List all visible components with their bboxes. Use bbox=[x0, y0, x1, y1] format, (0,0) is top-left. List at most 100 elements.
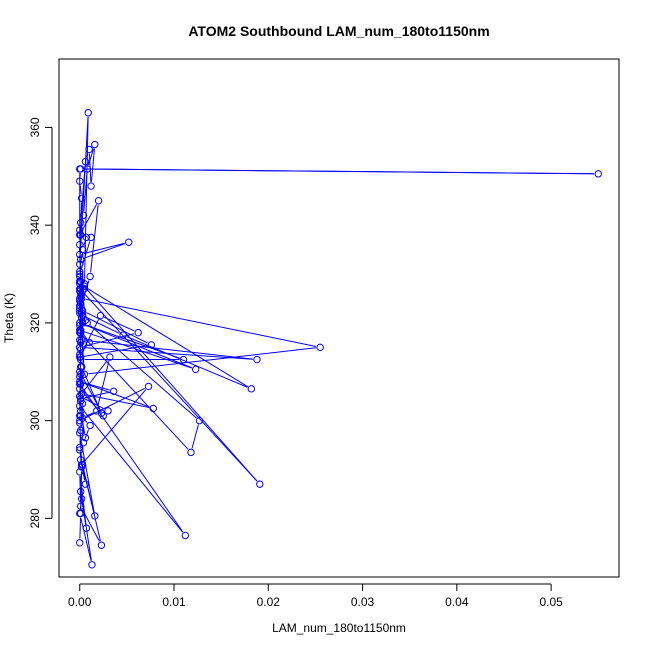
data-point bbox=[84, 109, 92, 117]
data-point bbox=[253, 355, 261, 364]
series-segment bbox=[83, 173, 88, 212]
data-point bbox=[79, 438, 88, 447]
data-point bbox=[179, 355, 188, 364]
y-tick-label: 320 bbox=[28, 313, 42, 333]
data-point bbox=[76, 443, 84, 452]
data-point bbox=[76, 280, 84, 288]
data-point bbox=[247, 385, 256, 393]
data-point bbox=[76, 446, 84, 454]
data-point bbox=[76, 539, 84, 547]
series-segment bbox=[83, 331, 192, 369]
x-tick-label: 0.02 bbox=[257, 595, 281, 609]
data-point bbox=[76, 255, 85, 264]
data-point bbox=[85, 145, 93, 154]
data-point bbox=[76, 380, 84, 388]
data-point bbox=[86, 272, 94, 281]
series-segment bbox=[83, 323, 180, 359]
data-point bbox=[256, 480, 264, 488]
data-point bbox=[78, 311, 87, 320]
data-point bbox=[76, 407, 85, 415]
data-point bbox=[76, 289, 85, 298]
x-tick-label: 0.00 bbox=[68, 595, 92, 609]
data-point bbox=[83, 165, 91, 173]
data-point bbox=[76, 226, 84, 234]
series-segment bbox=[86, 316, 120, 334]
data-point bbox=[76, 328, 84, 337]
series-segment bbox=[79, 517, 82, 539]
x-tick-label: 0.04 bbox=[445, 595, 469, 609]
series-segment bbox=[83, 387, 146, 420]
data-point bbox=[99, 412, 108, 420]
data-point bbox=[76, 297, 84, 305]
data-point bbox=[187, 448, 195, 457]
series-segment bbox=[79, 185, 82, 195]
data-point bbox=[76, 468, 84, 476]
data-point bbox=[81, 480, 90, 488]
data-point bbox=[78, 306, 87, 315]
data-point bbox=[195, 416, 204, 425]
series-segment bbox=[82, 408, 184, 533]
data-point bbox=[88, 561, 96, 569]
data-point bbox=[91, 140, 99, 149]
data-point bbox=[77, 363, 86, 371]
data-point bbox=[81, 434, 90, 442]
data-point bbox=[76, 416, 84, 425]
series-segment bbox=[83, 468, 101, 542]
series-segment bbox=[84, 243, 125, 259]
data-point bbox=[76, 487, 85, 496]
data-series bbox=[76, 109, 602, 569]
data-point bbox=[76, 267, 84, 276]
data-point bbox=[144, 382, 153, 391]
x-axis: 0.00 0.01 0.02 0.03 0.04 0.05 bbox=[68, 583, 563, 609]
series-segment bbox=[90, 148, 95, 182]
data-point bbox=[82, 233, 91, 242]
plot-frame bbox=[58, 58, 620, 578]
series-segment bbox=[85, 298, 317, 347]
series-segment bbox=[82, 291, 258, 482]
data-point bbox=[594, 170, 602, 178]
data-point bbox=[76, 319, 84, 327]
data-point bbox=[78, 460, 87, 469]
data-point bbox=[147, 341, 156, 349]
x-tick-label: 0.05 bbox=[539, 595, 563, 609]
series-segment bbox=[86, 153, 89, 158]
data-point bbox=[76, 412, 85, 420]
data-point bbox=[85, 338, 93, 347]
data-point bbox=[181, 531, 190, 540]
data-point bbox=[76, 272, 84, 281]
series-segment bbox=[126, 336, 248, 388]
data-point bbox=[76, 284, 84, 293]
y-axis-label: Theta (K) bbox=[2, 293, 16, 343]
y-tick-label: 360 bbox=[28, 117, 42, 137]
series-segment bbox=[83, 382, 110, 391]
data-point bbox=[77, 336, 86, 344]
series-segment bbox=[88, 347, 317, 375]
series-segment bbox=[82, 509, 100, 542]
series-segment bbox=[84, 116, 89, 283]
series-segment bbox=[83, 235, 88, 237]
data-point bbox=[316, 343, 324, 352]
series-segment bbox=[86, 312, 148, 344]
chart-title: ATOM2 Southbound LAM_num_180to1150nm bbox=[188, 23, 489, 39]
data-point bbox=[76, 219, 85, 227]
series-segment bbox=[90, 325, 197, 419]
data-point bbox=[109, 387, 118, 396]
data-point bbox=[77, 294, 86, 303]
data-point bbox=[94, 197, 103, 205]
series-segment bbox=[191, 424, 199, 449]
data-point bbox=[78, 245, 87, 254]
series-segment bbox=[83, 347, 253, 360]
series-segment bbox=[85, 339, 253, 360]
series-segment bbox=[80, 517, 92, 561]
data-point bbox=[125, 238, 133, 246]
series-segment bbox=[80, 495, 92, 561]
data-point bbox=[76, 385, 84, 393]
data-point bbox=[106, 353, 114, 361]
y-tick-label: 280 bbox=[28, 508, 42, 528]
data-point bbox=[81, 157, 90, 166]
data-point bbox=[83, 319, 91, 327]
series-segment bbox=[84, 168, 595, 175]
data-point bbox=[192, 365, 200, 374]
series-segment bbox=[104, 316, 135, 332]
